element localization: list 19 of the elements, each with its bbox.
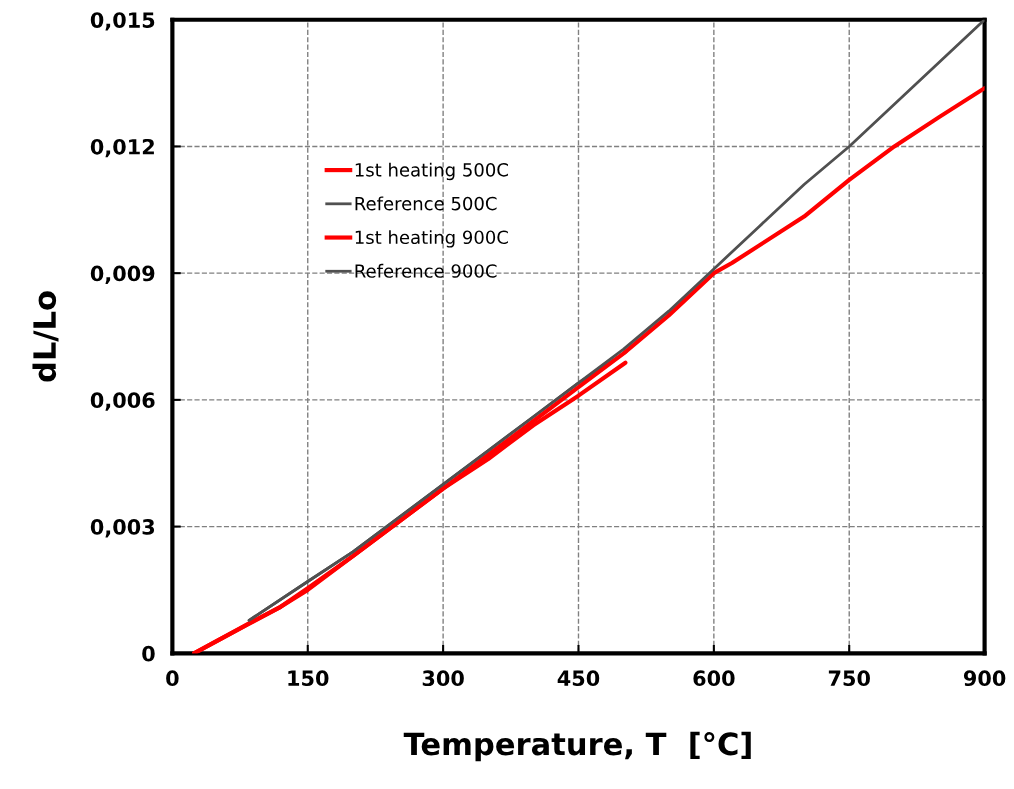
x-tick-label: 450 (557, 670, 600, 687)
y-tick-label: 0 (142, 645, 155, 662)
x-tick-label: 900 (963, 670, 1006, 687)
y-tick-label: 0,009 (90, 265, 155, 285)
x-axis-title: Temperature, T [°C] (403, 731, 751, 762)
x-tick-label: 750 (828, 670, 870, 687)
y-tick-label: 0,006 (90, 392, 155, 411)
x-tick-label: 150 (288, 670, 329, 687)
legend-label: Reference 900C (355, 263, 497, 278)
legend-label: 1st heating 900C (355, 230, 508, 248)
y-tick-label: 0,012 (90, 138, 154, 158)
x-tick-label: 600 (693, 670, 735, 687)
y-tick-label: 0,003 (90, 519, 155, 538)
legend-label: Reference 500C (355, 196, 497, 211)
x-tick-label: 0 (166, 670, 179, 687)
y-tick-label: 0,015 (90, 12, 155, 31)
y-axis-title: dL/Lo (32, 291, 59, 382)
x-tick-label: 300 (422, 670, 464, 687)
legend-label: 1st heating 500C (355, 162, 508, 181)
